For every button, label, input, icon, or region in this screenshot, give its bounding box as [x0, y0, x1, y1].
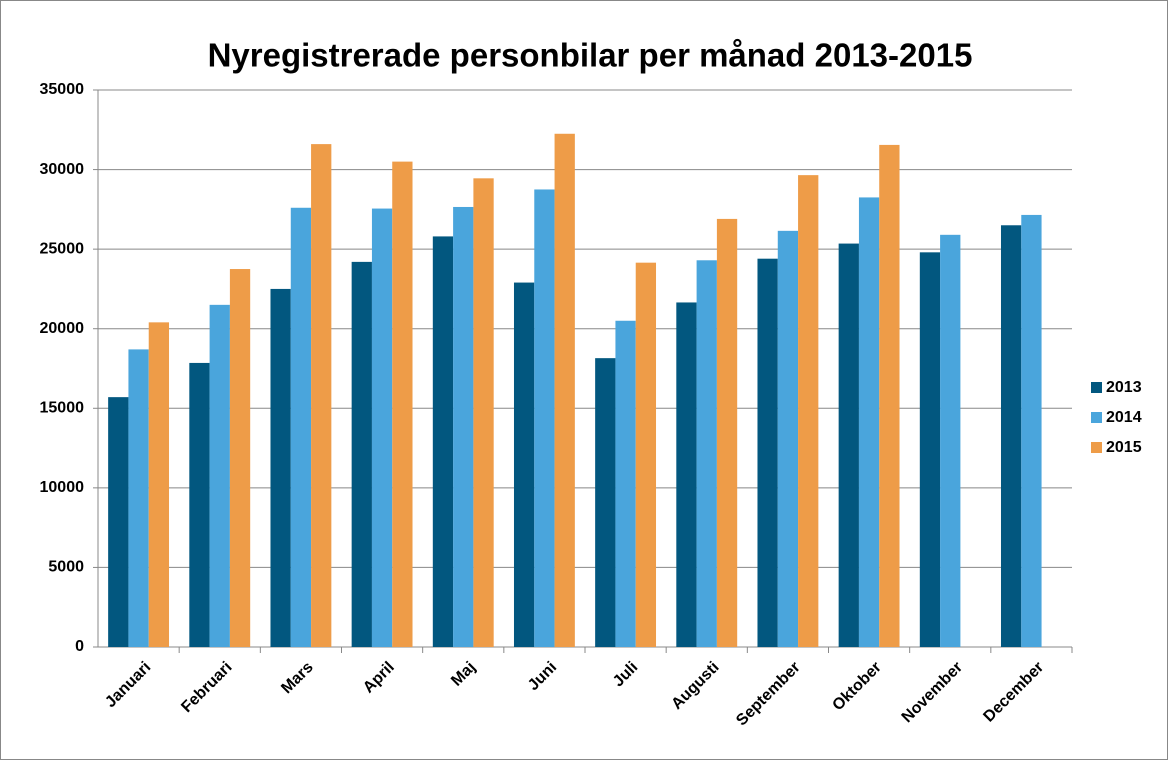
- bar: [351, 261, 372, 647]
- bar: [798, 175, 819, 648]
- y-tick-label: 10000: [40, 479, 85, 496]
- bar: [371, 208, 393, 647]
- bar: [716, 218, 738, 648]
- legend-label: 2014: [1106, 409, 1142, 426]
- bar: [615, 320, 636, 647]
- bar: [311, 144, 332, 647]
- bar: [554, 133, 575, 647]
- legend-swatch: [1091, 442, 1102, 453]
- y-tick-label: 15000: [40, 400, 85, 417]
- y-tick-label: 25000: [40, 240, 85, 257]
- y-tick-label: 30000: [40, 161, 85, 178]
- legend-label: 2015: [1106, 439, 1142, 456]
- bar: [432, 236, 454, 647]
- bar: [392, 161, 413, 647]
- y-tick-label: 0: [75, 638, 84, 655]
- y-tick-label: 35000: [40, 81, 85, 98]
- bar: [1021, 214, 1042, 648]
- bar: [534, 189, 555, 647]
- bar: [229, 269, 251, 647]
- bar: [676, 302, 697, 647]
- bar: [757, 258, 778, 647]
- bar: [209, 304, 230, 647]
- bar: [108, 397, 129, 647]
- bar: [919, 252, 941, 647]
- legend-swatch: [1091, 412, 1102, 423]
- bar: [453, 206, 474, 647]
- bar: [696, 260, 717, 647]
- legend-label: 2013: [1106, 379, 1142, 396]
- bar: [1000, 225, 1022, 647]
- bar: [189, 362, 210, 647]
- bar: [635, 262, 657, 647]
- bar: [595, 358, 616, 647]
- bar: [148, 322, 170, 647]
- bar: [290, 207, 312, 647]
- bar: [270, 288, 291, 647]
- bar: [879, 144, 900, 647]
- y-tick-label: 5000: [48, 559, 84, 576]
- bar: [838, 243, 859, 647]
- bar: [513, 282, 535, 647]
- bar: [858, 197, 880, 647]
- legend-swatch: [1091, 382, 1102, 393]
- bar: [128, 349, 149, 647]
- chart-title: Nyregistrerade personbilar per månad 201…: [208, 37, 973, 74]
- y-tick-label: 20000: [40, 320, 85, 337]
- bar: [473, 178, 494, 647]
- bar: [940, 234, 961, 647]
- bar: [777, 230, 799, 647]
